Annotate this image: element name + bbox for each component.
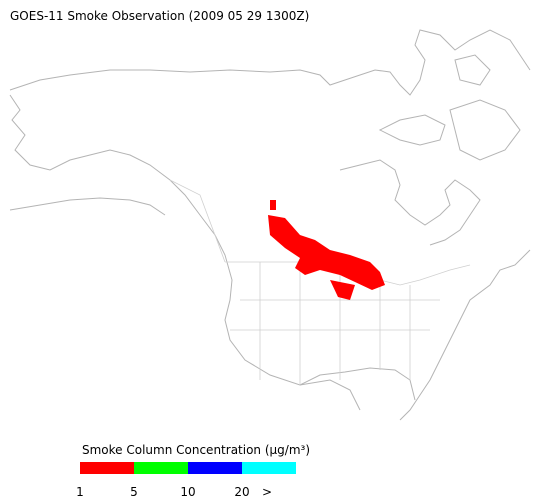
coastline: [399, 249, 531, 421]
legend-label: 1: [76, 485, 84, 499]
basemap: [9, 29, 531, 421]
coastline: [9, 197, 166, 216]
border: [169, 179, 226, 263]
legend-label: 5: [130, 485, 138, 499]
coastline: [339, 159, 481, 246]
border: [230, 262, 440, 385]
smoke-plumes: [268, 200, 385, 300]
smoke-plume: [268, 215, 385, 290]
legend-title: Smoke Column Concentration (μg/m³): [82, 443, 310, 457]
smoke-plume: [270, 200, 276, 210]
legend-swatch: [242, 462, 296, 474]
coastline: [9, 94, 361, 411]
legend-label: 10: [180, 485, 195, 499]
smoke-plume: [330, 280, 355, 300]
map-title: GOES-11 Smoke Observation (2009 05 29 13…: [10, 9, 309, 23]
legend-swatch: [188, 462, 242, 474]
coastline: [9, 29, 531, 96]
legend-swatch: [134, 462, 188, 474]
coastline: [299, 367, 416, 401]
coastline: [449, 99, 521, 161]
legend: 1 5 10 20 >: [76, 462, 296, 499]
legend-swatch: [80, 462, 134, 474]
legend-label: 20: [234, 485, 249, 499]
coastline: [378, 114, 446, 146]
coastline: [454, 54, 491, 86]
legend-label: >: [262, 485, 272, 499]
